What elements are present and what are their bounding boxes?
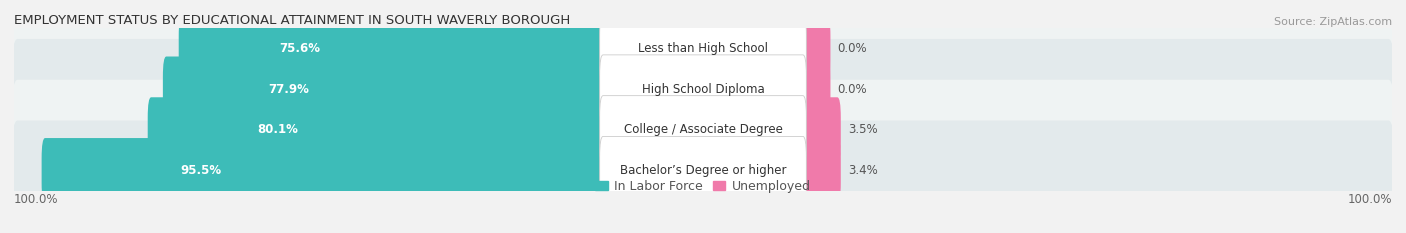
- FancyBboxPatch shape: [148, 97, 606, 163]
- Text: EMPLOYMENT STATUS BY EDUCATIONAL ATTAINMENT IN SOUTH WAVERLY BOROUGH: EMPLOYMENT STATUS BY EDUCATIONAL ATTAINM…: [14, 14, 571, 27]
- Text: 3.4%: 3.4%: [848, 164, 877, 177]
- FancyBboxPatch shape: [800, 56, 831, 122]
- FancyBboxPatch shape: [599, 14, 807, 83]
- FancyBboxPatch shape: [13, 0, 1393, 99]
- Text: 3.5%: 3.5%: [848, 123, 877, 136]
- FancyBboxPatch shape: [13, 120, 1393, 221]
- Text: 95.5%: 95.5%: [181, 164, 222, 177]
- FancyBboxPatch shape: [163, 56, 606, 122]
- FancyBboxPatch shape: [599, 55, 807, 123]
- Text: 77.9%: 77.9%: [269, 83, 309, 96]
- Text: 0.0%: 0.0%: [838, 83, 868, 96]
- Legend: In Labor Force, Unemployed: In Labor Force, Unemployed: [595, 180, 811, 193]
- Text: 100.0%: 100.0%: [14, 193, 59, 206]
- Text: Bachelor’s Degree or higher: Bachelor’s Degree or higher: [620, 164, 786, 177]
- FancyBboxPatch shape: [599, 96, 807, 164]
- Text: 100.0%: 100.0%: [1347, 193, 1392, 206]
- Text: Less than High School: Less than High School: [638, 42, 768, 55]
- FancyBboxPatch shape: [800, 138, 841, 203]
- FancyBboxPatch shape: [13, 80, 1393, 180]
- Text: 0.0%: 0.0%: [838, 42, 868, 55]
- Text: High School Diploma: High School Diploma: [641, 83, 765, 96]
- FancyBboxPatch shape: [599, 137, 807, 205]
- Text: 75.6%: 75.6%: [280, 42, 321, 55]
- Text: Source: ZipAtlas.com: Source: ZipAtlas.com: [1274, 17, 1392, 27]
- FancyBboxPatch shape: [179, 16, 606, 81]
- FancyBboxPatch shape: [800, 16, 831, 81]
- Text: 80.1%: 80.1%: [257, 123, 298, 136]
- FancyBboxPatch shape: [800, 97, 841, 163]
- FancyBboxPatch shape: [13, 39, 1393, 139]
- FancyBboxPatch shape: [42, 138, 606, 203]
- Text: College / Associate Degree: College / Associate Degree: [624, 123, 782, 136]
